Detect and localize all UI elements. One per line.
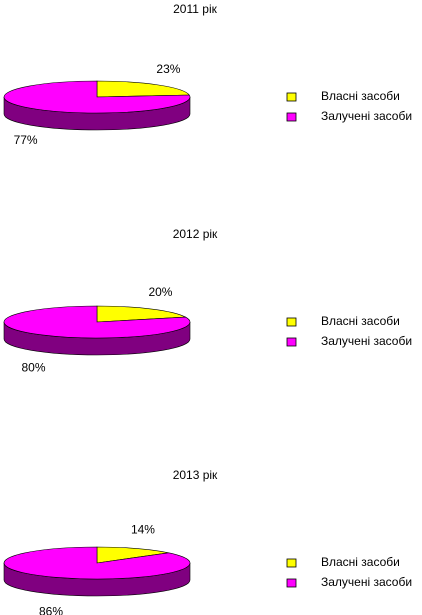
pie-slice [96,546,169,564]
legend-label: Власні засоби [321,314,400,328]
legend-swatch [286,578,297,588]
pie-slice [3,80,191,114]
legend-label: Залучені засоби [321,575,412,589]
legend-swatch [286,337,297,347]
legend-swatch [286,112,297,122]
pie-slice [96,80,190,98]
chart-title: 2012 рік [173,227,218,241]
data-label: 14% [131,523,155,537]
legend-label: Залучені засоби [321,109,412,123]
legend-label: Власні засоби [321,89,400,103]
legend-label: Власні засоби [321,555,400,569]
data-label: 86% [39,605,63,615]
data-label: 77% [14,133,38,147]
legend-swatch [286,92,297,102]
chart-title: 2013 рік [173,468,218,482]
legend-swatch [286,317,297,327]
legend-swatch [286,558,297,568]
data-label: 20% [148,285,172,299]
pie-slice [3,546,191,580]
data-label: 23% [156,62,180,76]
data-label: 80% [22,360,46,374]
chart-title: 2011 рік [173,2,217,16]
legend-label: Залучені засоби [321,334,412,348]
pie-slice [3,305,191,339]
